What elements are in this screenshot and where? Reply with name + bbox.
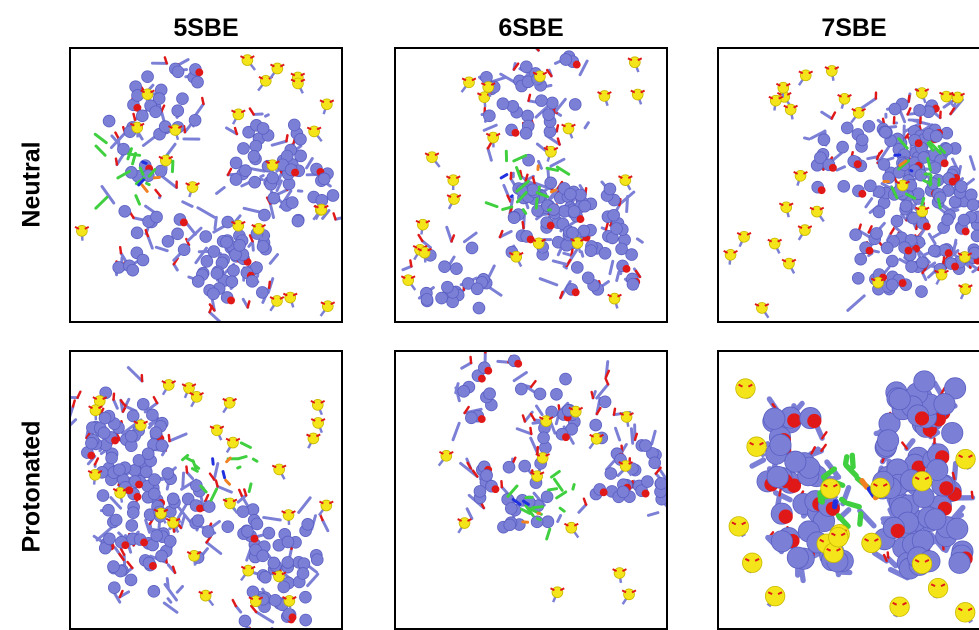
column-title-6sbe: 6SBE	[396, 14, 666, 43]
molecular-render	[719, 352, 979, 628]
molecular-render	[71, 352, 341, 628]
molecular-render	[719, 49, 979, 321]
panel-protonated-6sbe	[394, 350, 668, 630]
molecular-render	[71, 49, 341, 321]
row-title-neutral: Neutral	[18, 75, 47, 295]
row-title-protonated: Protonated	[18, 377, 47, 597]
panel-neutral-7sbe	[717, 47, 979, 323]
column-title-7sbe: 7SBE	[719, 14, 979, 43]
panel-protonated-7sbe	[717, 350, 979, 630]
molecular-render	[396, 49, 666, 321]
column-title-5sbe: 5SBE	[71, 14, 341, 43]
panel-neutral-6sbe	[394, 47, 668, 323]
molecular-render	[396, 352, 666, 628]
panel-protonated-5sbe	[69, 350, 343, 630]
panel-neutral-5sbe	[69, 47, 343, 323]
